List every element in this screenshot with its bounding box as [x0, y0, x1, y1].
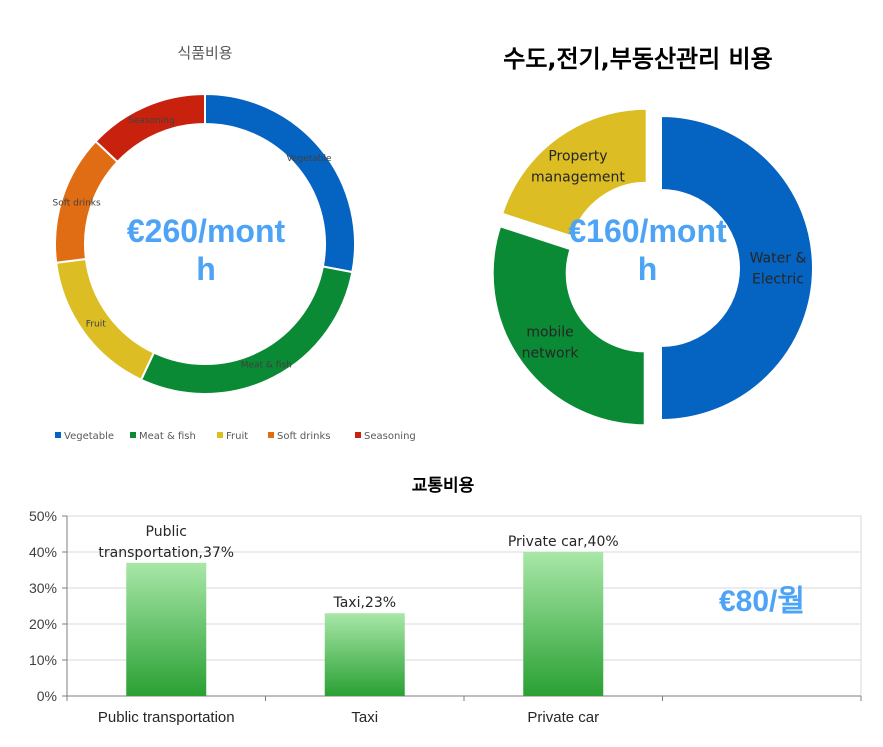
utilities-slice-label: mobile [526, 325, 573, 341]
x-category-label: Public transportation [98, 709, 235, 726]
utilities-slice-water-electric [660, 114, 814, 422]
utilities-slice-label: network [522, 346, 580, 362]
utilities-chart-title: 수도,전기,부동산관리 비용 [503, 45, 772, 73]
bar-taxi [324, 613, 405, 696]
y-tick-label: 10% [29, 652, 57, 668]
legend-label: Soft drinks [277, 431, 331, 442]
legend-swatch [55, 432, 61, 438]
food-center-line-1: €260/mont [126, 213, 286, 249]
y-tick-label: 30% [29, 580, 57, 596]
bar-data-label: Public [146, 524, 187, 540]
utilities-slices: Water & Electric mobile network Property mana… [491, 107, 814, 427]
bar-marks: Public transportation,37% Public transport… [98, 524, 619, 726]
transport-bar-chart: 교통비용 0% 10% 20% 30% 40% 50% Public transportat… [29, 476, 862, 726]
food-slice-label: Soft drinks [53, 198, 101, 208]
food-slice-label: Meat & fish [241, 360, 292, 370]
bar-data-label: transportation,37% [98, 545, 234, 561]
utilities-center-label: €160/mont h [545, 212, 750, 289]
y-tick-label: 50% [29, 508, 57, 524]
utilities-slice-label: Electric [752, 272, 804, 288]
bar-public-transportation [126, 562, 207, 696]
legend-swatch [130, 432, 136, 438]
legend-swatch [355, 432, 361, 438]
utilities-center-line-2: h [637, 251, 658, 288]
food-slice-label: Fruit [86, 319, 106, 329]
food-center-label: €260/mont h [100, 212, 312, 289]
bar-data-label: Private car,40% [508, 534, 619, 550]
utilities-slice-label: Water & [750, 251, 807, 267]
transport-chart-title: 교통비용 [412, 476, 475, 496]
legend-label: Seasoning [364, 431, 416, 442]
utilities-center-line-1: €160/mont [568, 213, 727, 249]
food-slice-label: Seasoning [128, 116, 175, 126]
y-tick-label: 40% [29, 544, 57, 560]
food-slices: Vegetable Meat & fish Fruit Soft drinks Seas… [53, 92, 356, 395]
bar-private-car [523, 552, 604, 696]
bar-data-label: Taxi,23% [332, 595, 396, 611]
legend-label: Meat & fish [139, 431, 196, 442]
utilities-slice-property-management [500, 107, 648, 238]
x-category-label: Private car [527, 709, 599, 726]
legend-swatch [268, 432, 274, 438]
food-center-line-2: h [196, 251, 216, 288]
food-slice-seasoning [94, 92, 206, 164]
x-category-label: Taxi [351, 709, 378, 726]
food-legend: Vegetable Meat & fish Fruit Soft drinks Seas… [55, 431, 416, 442]
legend-label: Fruit [226, 431, 248, 442]
utilities-slice-mobile-network [491, 225, 646, 427]
food-donut-chart: 식품비용 Vegetable Meat & fish Fruit Soft drink… [53, 44, 416, 442]
food-slice-label: Vegetable [286, 154, 332, 164]
y-tick-label: 20% [29, 616, 57, 632]
legend-swatch [217, 432, 223, 438]
utilities-donut-chart: 수도,전기,부동산관리 비용 Water & Electric mobile netw… [491, 45, 814, 427]
utilities-slice-label: management [531, 170, 625, 186]
utilities-slice-label: Property [548, 149, 607, 165]
legend-label: Vegetable [64, 431, 114, 442]
transport-annotation: €80/월 [719, 585, 805, 618]
y-tick-label: 0% [37, 688, 57, 704]
food-chart-title: 식품비용 [177, 44, 232, 62]
